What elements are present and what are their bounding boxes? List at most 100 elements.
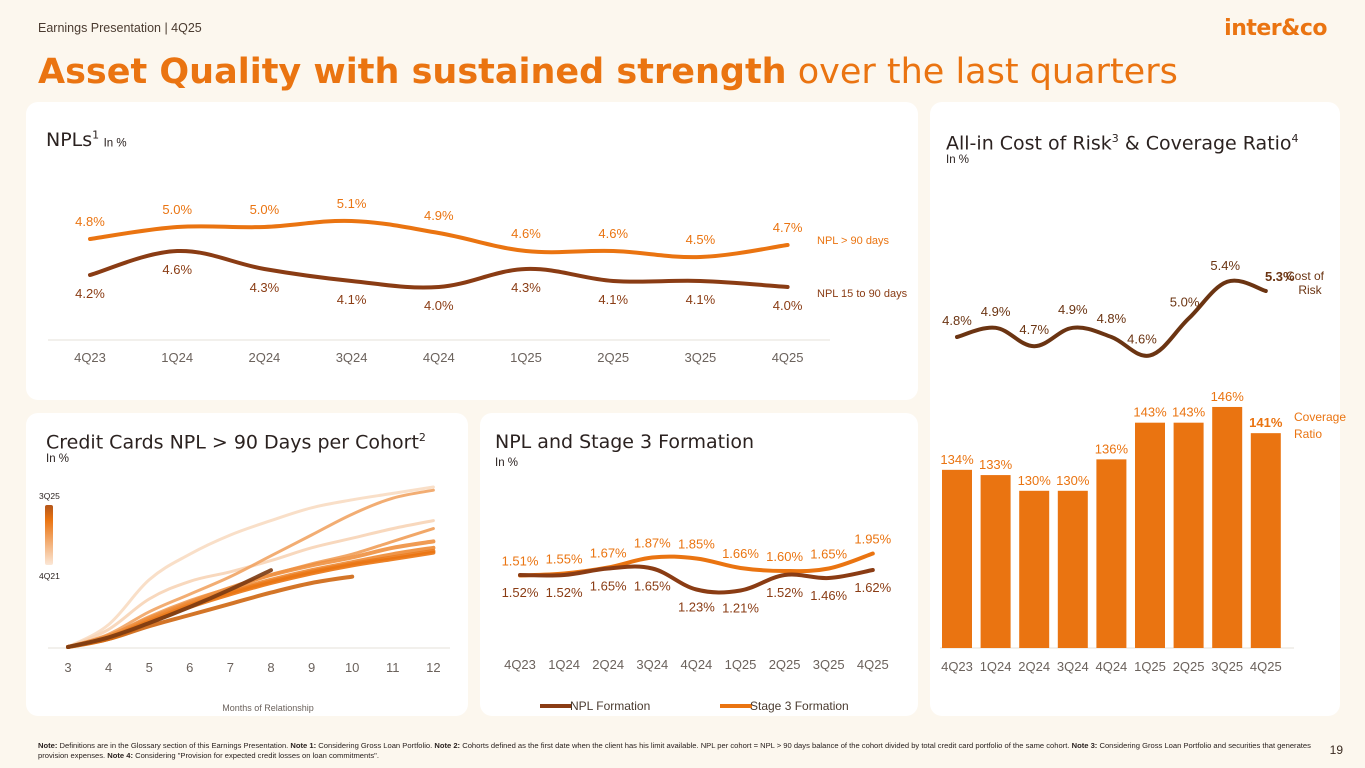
page-number: 19 (1329, 743, 1343, 757)
x-tick-label: 3 (64, 660, 71, 675)
data-label: 4.8% (75, 214, 105, 229)
data-label: 1.67% (590, 546, 627, 561)
data-label: 4.3% (250, 280, 280, 295)
data-label: 4.8% (942, 313, 972, 328)
coverage-bar (1212, 406, 1243, 648)
npl-unit: In % (103, 137, 127, 150)
x-tick-label: 3Q25 (1211, 659, 1243, 674)
x-tick-label: 2Q25 (1173, 659, 1205, 674)
cohort-line (66, 488, 435, 649)
cohort-panel: Credit Cards NPL > 90 Days per Cohort2 In… (26, 413, 468, 716)
coverage-bar (942, 469, 972, 648)
legend-top-label: 3Q25 (39, 491, 60, 501)
data-label: 1.51% (502, 554, 539, 569)
note-label: Note 3: (1071, 741, 1098, 750)
series-label: Risk (1298, 283, 1322, 297)
data-label: 4.8% (1097, 311, 1127, 326)
data-label: 1.62% (854, 580, 891, 595)
x-tick-label: 2Q24 (1018, 659, 1050, 674)
note-label: Note 2: (434, 741, 461, 750)
series-label: Coverage (1294, 410, 1346, 424)
x-tick-label: 2Q25 (769, 657, 801, 672)
cohort-line (66, 485, 435, 649)
data-label: 130% (1018, 473, 1052, 488)
coverage-bar (1057, 490, 1088, 648)
coverage-bar (1135, 422, 1165, 648)
data-label: 5.3% (1265, 269, 1295, 284)
x-axis-title: Months of Relationship (222, 703, 314, 713)
logo: inter&co (1224, 16, 1327, 41)
coverage-bar (1173, 422, 1204, 648)
data-label: 1.52% (546, 585, 583, 600)
data-label: 4.5% (686, 232, 716, 247)
legend-bottom-label: 4Q21 (39, 571, 60, 581)
note-label: Note 1: (290, 741, 317, 750)
data-label: 4.7% (773, 220, 803, 235)
data-label: 4.6% (511, 226, 541, 241)
breadcrumb: Earnings Presentation | 4Q25 (38, 21, 202, 35)
note-text: Considering "Provision for expected cred… (132, 751, 379, 760)
x-tick-label: 9 (308, 660, 315, 675)
data-label: 4.3% (511, 280, 541, 295)
coverage-bar (1096, 459, 1127, 648)
data-label: 5.0% (1170, 295, 1200, 310)
data-label: 1.65% (810, 547, 847, 562)
cohort-color-scale (45, 505, 53, 565)
x-tick-label: 1Q25 (725, 657, 757, 672)
series-line-npl-formation (518, 564, 875, 595)
x-tick-label: 3Q24 (1057, 659, 1089, 674)
x-tick-label: 6 (186, 660, 193, 675)
data-label: 130% (1056, 473, 1090, 488)
x-tick-label: 2Q25 (597, 350, 629, 365)
note-label: Note 4: (107, 751, 133, 760)
data-label: 4.2% (75, 286, 105, 301)
data-label: 143% (1133, 405, 1167, 420)
x-tick-label: 4 (105, 660, 112, 675)
data-label: 4.9% (424, 208, 454, 223)
risk-title: All-in Cost of Risk3 & Coverage Ratio4 (946, 132, 1299, 155)
series-line-npl-90 (88, 218, 790, 260)
coverage-bar (1019, 490, 1050, 648)
data-label: 1.95% (854, 532, 891, 547)
coverage-bar (980, 475, 1011, 648)
footnote: Note: Definitions are in the Glossary se… (38, 741, 1328, 761)
data-label: 1.66% (722, 546, 759, 561)
x-tick-label: 4Q24 (680, 657, 712, 672)
title-bold: Asset Quality with sustained strength (38, 52, 787, 92)
note-text: Considering Gross Loan Portfolio. (316, 741, 435, 750)
risk-unit: In % (946, 154, 970, 167)
cohort-title: Credit Cards NPL > 90 Days per Cohort2 (46, 431, 426, 454)
data-label: 4.0% (424, 298, 454, 313)
data-label: 4.7% (1019, 322, 1049, 337)
x-tick-label: 3Q24 (336, 350, 368, 365)
x-tick-label: 8 (267, 660, 274, 675)
data-label: 1.52% (766, 585, 803, 600)
data-label: 4.6% (1127, 331, 1157, 346)
series-label: Cost of (1286, 269, 1325, 283)
data-label: 141% (1249, 415, 1283, 430)
x-tick-label: 4Q25 (1250, 659, 1282, 674)
cohort-unit: In % (46, 453, 70, 466)
data-label: 5.0% (162, 202, 192, 217)
x-tick-label: 1Q24 (548, 657, 580, 672)
formation-title: NPL and Stage 3 Formation (495, 431, 755, 453)
page-title: Asset Quality with sustained strength ov… (38, 52, 1178, 92)
data-label: 1.85% (678, 537, 715, 552)
x-tick-label: 4Q24 (423, 350, 455, 365)
x-tick-label: 4Q23 (74, 350, 106, 365)
cohort-line (66, 568, 273, 649)
x-tick-label: 1Q24 (980, 659, 1012, 674)
data-label: 4.6% (162, 262, 192, 277)
x-tick-label: 1Q25 (510, 350, 542, 365)
data-label: 5.1% (337, 196, 367, 211)
series-line-npl-15-90 (88, 248, 790, 290)
data-label: 136% (1095, 441, 1129, 456)
note-text: Considering Gross Loan Portfolio and sec… (38, 741, 1311, 760)
data-label: 133% (979, 457, 1013, 472)
coverage-bar (1250, 433, 1281, 648)
formation-unit: In % (495, 457, 519, 469)
note-text: Definitions are in the Glossary section … (57, 741, 291, 750)
data-label: 143% (1172, 405, 1206, 420)
data-label: 4.9% (981, 304, 1011, 319)
